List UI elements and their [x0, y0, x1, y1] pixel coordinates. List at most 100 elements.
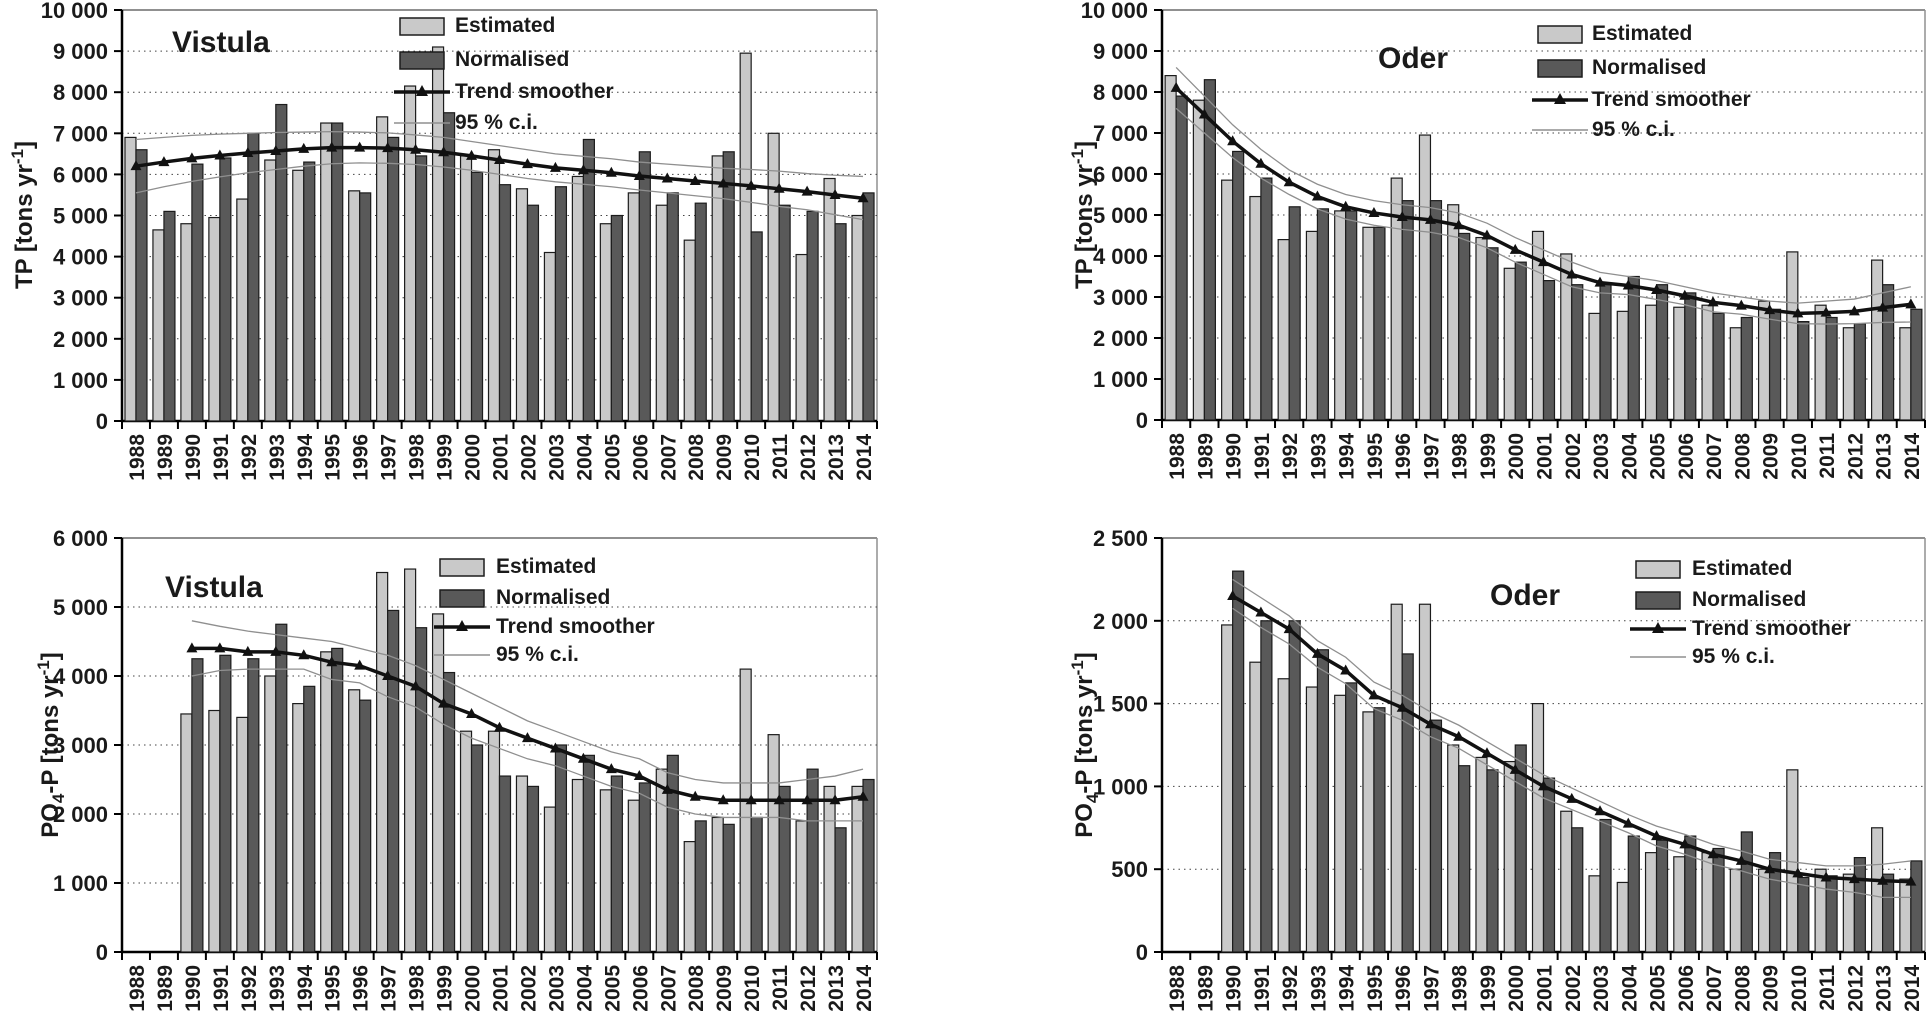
trend-marker	[1679, 289, 1691, 300]
estimated-bar	[292, 169, 305, 422]
estimated-bar	[1673, 856, 1686, 953]
trend-marker	[633, 770, 645, 781]
estimated-bar	[627, 799, 640, 953]
estimated-bar	[711, 816, 724, 953]
trend-marker	[717, 794, 729, 805]
x-tick-label: 2002	[517, 965, 540, 1012]
y-tick-label: 2 000	[1093, 609, 1148, 634]
ci-upper-line	[135, 131, 864, 178]
normalised-bar	[1599, 284, 1612, 421]
y-tick-label: 9 000	[1093, 39, 1148, 64]
estimated-bar	[627, 192, 640, 422]
trend-marker	[494, 721, 505, 732]
trend-marker	[1227, 135, 1239, 146]
x-tick-label: 1990	[182, 965, 205, 1012]
estimated-bar	[1616, 310, 1629, 421]
trend-marker	[1453, 219, 1465, 230]
estimated-bar	[1192, 99, 1205, 421]
estimated-bar	[1334, 694, 1347, 953]
normalised-bar	[862, 778, 875, 953]
trend-marker	[1848, 305, 1860, 316]
trend-marker	[1255, 606, 1267, 617]
trend-marker	[1509, 243, 1521, 254]
trend-marker	[1622, 817, 1634, 828]
normalised-bar	[610, 775, 623, 953]
ci-upper-line	[191, 620, 864, 784]
trend-marker	[1481, 229, 1493, 240]
normalised-bar	[1542, 280, 1556, 421]
normalised-bar	[1232, 150, 1245, 421]
normalised-bar	[1260, 620, 1273, 953]
y-tick-label: 3 000	[53, 286, 108, 311]
x-tick-label: 2004	[573, 434, 596, 481]
trend-marker	[1566, 268, 1578, 279]
trend-marker	[1311, 647, 1323, 658]
estimated-bar	[1842, 327, 1855, 421]
trend-marker	[857, 790, 869, 801]
x-tick-label: 1993	[266, 434, 289, 481]
estimated-bar	[236, 198, 249, 422]
estimated-bar	[1560, 253, 1573, 421]
y-tick-label: 500	[1111, 857, 1148, 882]
normalised-bar	[303, 161, 316, 422]
estimated-bar	[348, 190, 361, 422]
normalised-bar	[442, 671, 456, 953]
x-tick-label: 2011	[1816, 433, 1839, 479]
estimated-bar	[1475, 236, 1488, 421]
ci-lower-line	[135, 162, 864, 221]
estimated-bar	[1334, 210, 1347, 421]
normalised-bar	[387, 609, 400, 953]
trend-marker	[521, 158, 533, 169]
normalised-bar	[722, 823, 735, 953]
legend-trend-marker	[1554, 93, 1566, 104]
x-tick-label: 1989	[1194, 433, 1217, 480]
normalised-bar	[1401, 200, 1414, 421]
x-tick-label: 2004	[1618, 433, 1641, 480]
trend-marker	[577, 164, 589, 175]
normalised-bar	[442, 112, 456, 422]
estimated-bar	[1390, 603, 1403, 953]
x-tick-label: 2013	[825, 434, 848, 481]
normalised-bar	[1232, 570, 1245, 953]
x-tick-label: 2009	[1760, 965, 1783, 1012]
normalised-bar	[1514, 261, 1527, 421]
estimated-bar	[180, 713, 193, 953]
y-tick-label: 1 500	[1093, 692, 1148, 717]
normalised-bar	[694, 202, 707, 422]
estimated-bar	[208, 709, 221, 953]
normalised-bar	[1684, 835, 1697, 953]
estimated-bar	[1814, 868, 1827, 953]
trend-marker	[158, 156, 170, 167]
x-tick-label: 1999	[1477, 965, 1500, 1012]
trend-marker	[717, 177, 729, 188]
trend-marker	[214, 642, 226, 653]
normalised-bar	[331, 122, 344, 422]
estimated-bar	[1475, 756, 1488, 953]
x-tick-label: 2012	[797, 434, 820, 481]
x-tick-label: 1995	[1364, 965, 1387, 1012]
x-tick-label: 1992	[238, 965, 261, 1012]
trend-marker	[773, 182, 785, 193]
y-tick-label: 2 000	[53, 327, 108, 352]
trend-marker	[1509, 763, 1521, 774]
estimated-bar	[348, 689, 361, 953]
normalised-bar	[1345, 210, 1358, 421]
normalised-bar	[219, 654, 232, 953]
x-tick-label: 2013	[1873, 965, 1896, 1012]
estimated-bar	[599, 789, 612, 953]
trend-marker	[549, 742, 561, 753]
trend-marker	[605, 166, 617, 177]
y-tick-label: 0	[96, 940, 108, 965]
normalised-bar	[498, 184, 512, 422]
normalised-bar	[666, 192, 679, 422]
x-tick-label: 2010	[741, 434, 764, 481]
normalised-bar	[303, 685, 316, 953]
normalised-bar	[554, 744, 568, 953]
legend-normalised-label: Normalised	[1592, 56, 1706, 79]
normalised-bar	[1288, 620, 1301, 953]
normalised-bar	[1429, 719, 1443, 953]
normalised-bar	[1740, 831, 1753, 953]
trend-marker	[1255, 157, 1267, 168]
legend-trend-label: Trend smoother	[1692, 617, 1851, 640]
x-tick-label: 2003	[1590, 433, 1613, 480]
